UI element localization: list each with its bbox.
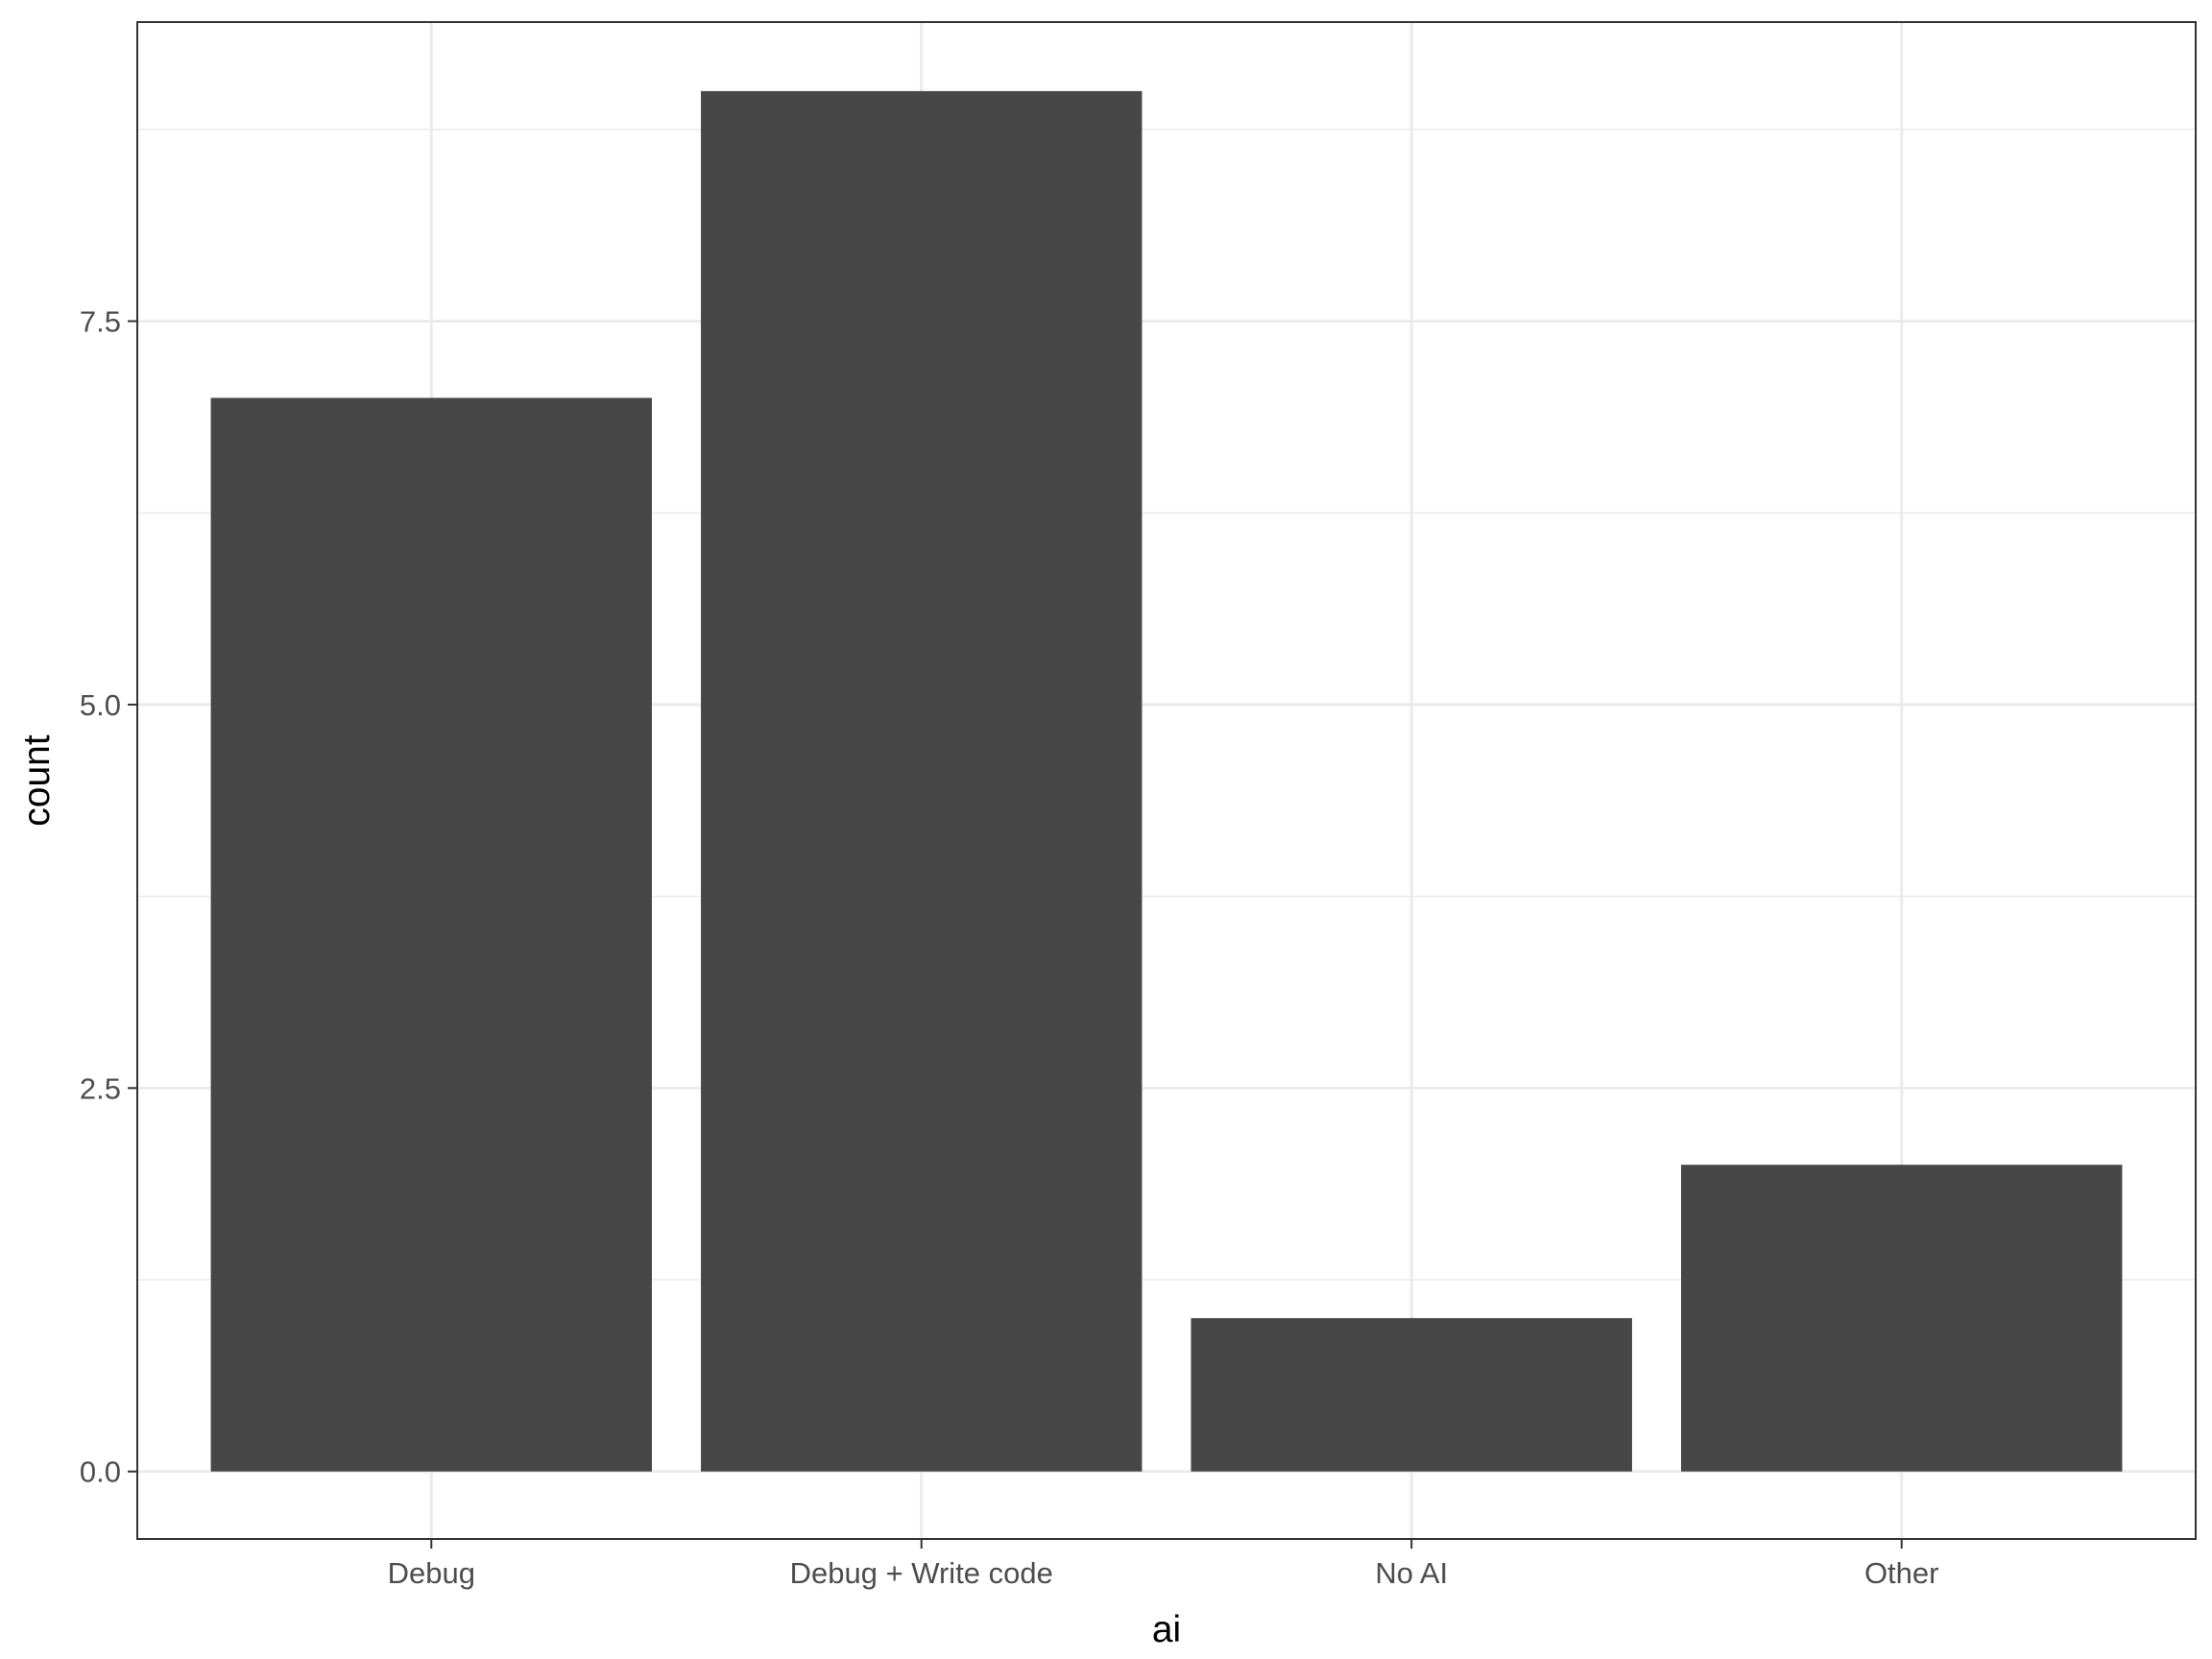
bar-debug	[210, 397, 653, 1472]
y-axis: 0.0 2.5 5.0 7.5	[80, 305, 137, 1489]
panel-border	[136, 21, 2197, 1540]
x-tick-label: No AI	[1375, 1556, 1448, 1590]
bar-no-ai	[1190, 1317, 1632, 1472]
x-axis-title: ai	[1152, 1609, 1181, 1650]
x-axis: Debug Debug + Write code No AI Other	[388, 1539, 1939, 1590]
bars	[210, 90, 2123, 1472]
x-tick-label: Debug	[388, 1556, 475, 1590]
bar-other	[1681, 1165, 2123, 1472]
x-tick-label: Other	[1864, 1556, 1939, 1590]
y-tick-label: 2.5	[80, 1071, 121, 1105]
bar-debug-write-code	[701, 90, 1142, 1472]
y-tick-label: 5.0	[80, 688, 121, 722]
y-tick-label: 7.5	[80, 305, 121, 339]
x-tick-label: Debug + Write code	[790, 1556, 1053, 1590]
y-tick-label: 0.0	[80, 1455, 121, 1489]
y-axis-title: count	[16, 734, 58, 827]
